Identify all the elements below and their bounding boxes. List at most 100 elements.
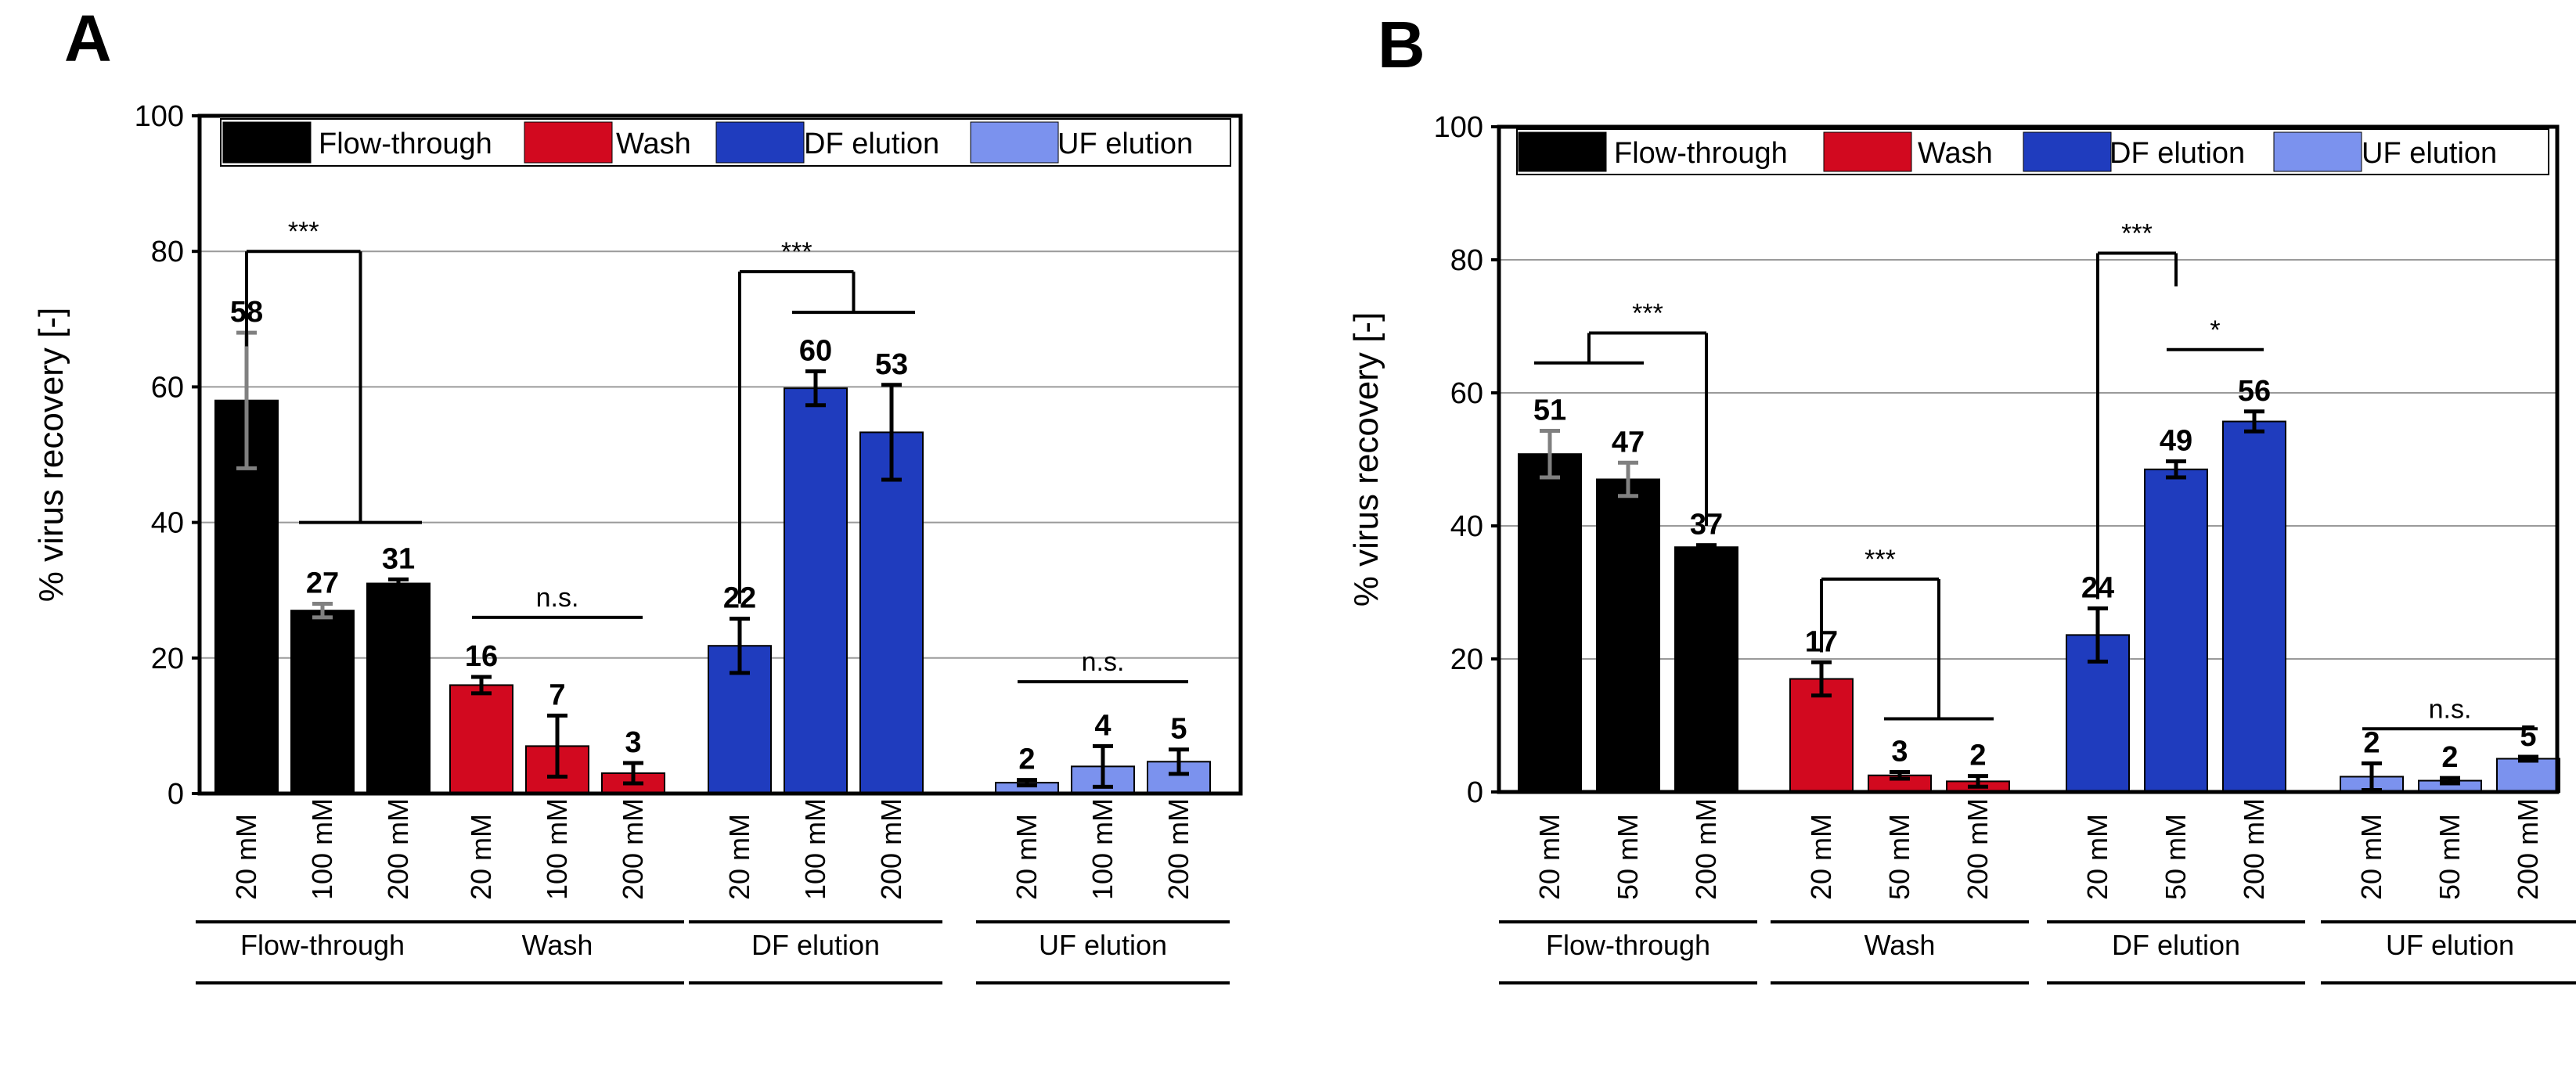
data-label: 53	[875, 348, 908, 381]
x-tick-label: 20 mM	[465, 814, 497, 900]
x-tick-label: 20 mM	[723, 814, 755, 900]
data-label: 7	[549, 678, 565, 711]
significance-bracket: ***	[738, 237, 915, 604]
y-tick-label: 0	[168, 778, 184, 811]
significance-bracket: ***	[1534, 299, 1708, 526]
x-tick-label: 50 mM	[1883, 814, 1915, 900]
legend-label: DF elution	[804, 128, 939, 160]
x-tick-label: 200 mM	[1162, 798, 1194, 900]
bar	[859, 431, 924, 794]
legend-swatch	[1823, 131, 1912, 172]
y-tick-label: 20	[1450, 643, 1483, 676]
x-tick-label: 20 mM	[1805, 814, 1837, 900]
group-label: UF elution	[1039, 929, 1167, 961]
group-label: Wash	[522, 929, 593, 961]
bar	[784, 387, 848, 794]
legend-swatch	[2023, 131, 2112, 172]
y-tick-label: 40	[1450, 510, 1483, 543]
plot-frame	[1497, 124, 2560, 794]
x-tick-label: 100 mM	[306, 798, 338, 900]
y-tick-label: 60	[151, 371, 184, 404]
x-tick-label: 200 mM	[2512, 798, 2544, 900]
data-label: 56	[2238, 375, 2271, 408]
x-tick-label: 100 mM	[799, 798, 831, 900]
legend-label: UF elution	[2362, 137, 2497, 170]
x-tick-label: 200 mM	[617, 798, 649, 900]
legend-label: Wash	[616, 128, 691, 160]
plot-frame	[197, 113, 1243, 796]
y-tick-label: 20	[151, 642, 184, 675]
significance-label: ***	[288, 217, 319, 247]
data-label: 3	[1891, 736, 1908, 768]
significance-bracket: n.s.	[1018, 647, 1188, 684]
data-label: 60	[799, 334, 832, 367]
x-tick-label: 100 mM	[541, 798, 573, 900]
legend-swatch	[970, 121, 1059, 164]
group-label: Flow-through	[240, 929, 405, 961]
group-label: Flow-through	[1546, 929, 1710, 961]
significance-label: ***	[1864, 545, 1896, 574]
significance-label: *	[2210, 315, 2220, 345]
data-label: 47	[1612, 426, 1645, 459]
x-tick-label: 20 mM	[1533, 814, 1565, 900]
y-tick-label: 0	[1467, 776, 1483, 809]
bar	[2144, 468, 2208, 793]
y-axis-label: % virus recovery [-]	[32, 308, 70, 603]
data-label: 16	[465, 640, 498, 673]
significance-label: ***	[2121, 219, 2153, 249]
significance-bracket: ***	[1820, 545, 1994, 721]
significance-label: n.s.	[1082, 647, 1125, 677]
group-label: DF elution	[751, 929, 880, 961]
panel-letter: B	[1378, 8, 1425, 81]
legend-label: Flow-through	[319, 128, 492, 160]
x-tick-label: 50 mM	[2434, 814, 2466, 900]
panel-letter: A	[64, 2, 112, 75]
data-label: 2	[2441, 741, 2458, 774]
data-label: 3	[625, 726, 641, 759]
y-axis-label: % virus recovery [-]	[1347, 312, 1385, 607]
significance-bracket: n.s.	[472, 583, 643, 619]
legend-label: Wash	[1918, 137, 1993, 170]
legend-label: DF elution	[2109, 137, 2245, 170]
data-label: 2	[1969, 740, 1986, 772]
bar	[1674, 546, 1738, 793]
legend-swatch	[222, 121, 312, 164]
data-label: 5	[1170, 713, 1187, 746]
data-label: 51	[1533, 394, 1566, 427]
group-label: Wash	[1864, 929, 1936, 961]
group-label: UF elution	[2386, 929, 2514, 961]
bar	[2222, 420, 2286, 793]
significance-bracket: ***	[2096, 219, 2178, 599]
data-label: 27	[306, 567, 339, 600]
significance-label: ***	[1632, 299, 1663, 329]
data-label: 5	[2520, 720, 2536, 753]
data-label: 31	[382, 542, 415, 575]
data-label: 4	[1094, 709, 1111, 742]
bar	[449, 684, 513, 794]
y-tick-label: 100	[1434, 111, 1483, 144]
legend-label: Flow-through	[1614, 137, 1788, 170]
bar	[366, 582, 431, 794]
x-tick-label: 20 mM	[2355, 814, 2387, 900]
x-tick-label: 50 mM	[1612, 814, 1644, 900]
x-tick-label: 200 mM	[875, 798, 907, 900]
legend-label: UF elution	[1057, 128, 1193, 160]
x-tick-label: 50 mM	[2160, 814, 2192, 900]
significance-bracket: n.s.	[2362, 694, 2538, 731]
y-tick-label: 80	[1450, 244, 1483, 277]
bar	[2496, 758, 2560, 793]
significance-label: ***	[781, 237, 812, 267]
x-tick-label: 200 mM	[1962, 798, 1994, 900]
bar	[1596, 478, 1660, 793]
significance-bracket: *	[2167, 315, 2264, 351]
bar	[1518, 453, 1582, 793]
legend-swatch	[1518, 131, 1607, 172]
x-tick-label: 20 mM	[230, 814, 262, 900]
significance-label: n.s.	[2429, 694, 2472, 724]
x-tick-label: 20 mM	[1011, 814, 1043, 900]
x-tick-label: 200 mM	[2238, 798, 2270, 900]
legend-swatch	[715, 121, 805, 164]
